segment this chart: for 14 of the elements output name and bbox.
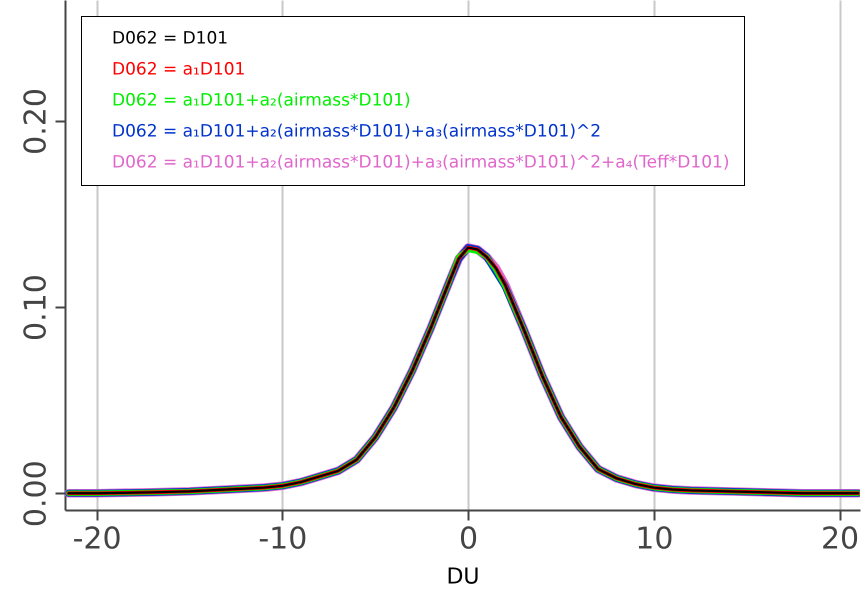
x-tick-label: 0	[459, 522, 478, 556]
text: D062 = a₁D101+a₂(airmass*D101)+a₃(airmass*D101)^2+a₄(Teff*D101)	[112, 152, 730, 172]
y-tick-label: 0.20	[18, 88, 54, 155]
x-tick-label: -20	[72, 522, 122, 556]
text: D062 = a₁D101+a₂(airmass*D101)	[112, 90, 411, 110]
x-tick-label: -10	[258, 522, 308, 556]
y-tick-label: 0.00	[18, 460, 54, 528]
y-tick-label: 0.10	[18, 274, 54, 342]
x-tick-label: 20	[820, 522, 860, 556]
x-tick-label: 10	[635, 522, 674, 556]
text: D062 = a₁D101+a₂(airmass*D101)+a₃(airmass*D101)^2	[112, 122, 602, 142]
text: D062 = a₁D101	[112, 60, 246, 80]
x-axis-title: DU	[446, 564, 480, 590]
text: D062 = D101	[112, 28, 228, 48]
